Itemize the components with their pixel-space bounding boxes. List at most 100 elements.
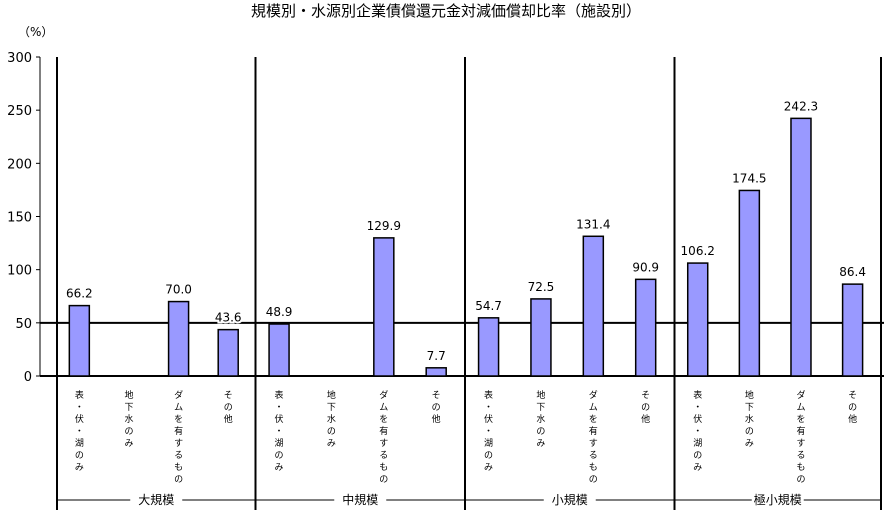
category-label-char: み <box>124 438 133 449</box>
category-label-char: ム <box>589 402 598 413</box>
category-label-char: み <box>745 438 754 449</box>
category-label-char: 他 <box>848 413 857 425</box>
category-label-char: 伏 <box>75 413 84 425</box>
category-label-char: 他 <box>224 413 233 425</box>
bar <box>68 304 91 377</box>
y-axis-unit: （%） <box>18 25 53 39</box>
data-label: 86.4 <box>839 265 866 279</box>
category-label-char: 有 <box>174 425 183 437</box>
category-label-char: ・ <box>75 427 84 437</box>
category-label-char: ・ <box>75 403 84 413</box>
category-label-char: 湖 <box>693 438 702 449</box>
category-label-char: 有 <box>589 425 598 437</box>
data-label: 43.6 <box>215 311 242 325</box>
category-label-char: 表 <box>75 389 84 401</box>
category-label-char: す <box>589 438 598 449</box>
category-label-char: を <box>796 414 805 425</box>
category-label-char: の <box>848 403 857 413</box>
bar <box>425 367 447 377</box>
category-label-char: す <box>796 438 805 449</box>
category-label-char: ム <box>796 402 805 413</box>
category-label-char: み <box>75 462 84 473</box>
data-label: 72.5 <box>528 280 555 294</box>
category-label-char: そ <box>641 390 650 401</box>
category-label-char: 表 <box>275 389 284 401</box>
category-label-char: 有 <box>796 425 805 437</box>
bar <box>268 323 290 377</box>
category-label-char: す <box>379 438 388 449</box>
data-label: 174.5 <box>732 171 766 185</box>
category-label-char: 地 <box>536 389 545 401</box>
category-label-char: の <box>693 451 702 461</box>
group-label: 小規模 <box>552 492 588 507</box>
category-label-char: 地 <box>327 389 336 401</box>
category-label-char: 他 <box>432 413 441 425</box>
category-label-char: ・ <box>275 427 284 437</box>
category-label-char: 湖 <box>75 438 84 449</box>
category-label-char: そ <box>224 390 233 401</box>
category-label-char: ダ <box>589 389 598 401</box>
category-label-char: の <box>536 427 545 437</box>
category-label-char: ム <box>174 402 183 413</box>
data-label: 70.0 <box>165 283 192 297</box>
category-label-char: 表 <box>484 389 493 401</box>
group-label: 大規模 <box>138 492 174 507</box>
category-label-char: そ <box>848 390 857 401</box>
category-label-char: 下 <box>327 403 336 413</box>
category-label-char: の <box>379 475 388 485</box>
bar <box>686 262 709 377</box>
category-label-char: そ <box>432 390 441 401</box>
bar <box>841 283 864 377</box>
category-label-char: を <box>174 414 183 425</box>
category-label-char: る <box>174 450 183 461</box>
category-label-char: 水 <box>327 413 336 425</box>
data-label: 106.2 <box>681 244 715 258</box>
data-label: 54.7 <box>475 299 502 313</box>
data-label: 131.4 <box>576 217 610 231</box>
data-label: 48.9 <box>266 305 293 319</box>
plot-area: 05010015020025030066.2表・伏・湖のみ地下水のみ70.0ダム… <box>7 51 884 510</box>
bar <box>790 117 812 377</box>
category-label-char: 伏 <box>484 413 493 425</box>
bar <box>373 237 395 377</box>
y-tick-label: 250 <box>7 104 32 119</box>
y-tick-label: 0 <box>24 370 32 385</box>
category-label-char: 地 <box>124 389 133 401</box>
category-label-char: の <box>484 451 493 461</box>
category-label-char: み <box>275 462 284 473</box>
category-label-char: も <box>589 462 598 473</box>
category-label-char: も <box>379 462 388 473</box>
category-label-char: 下 <box>124 403 133 413</box>
bar <box>167 300 190 377</box>
category-label-char: の <box>745 427 754 437</box>
category-label-char: の <box>641 403 650 413</box>
category-label-char: の <box>432 403 441 413</box>
category-label-char: み <box>484 462 493 473</box>
category-label-char: 地 <box>745 389 754 401</box>
data-label: 129.9 <box>367 219 401 233</box>
category-label-char: の <box>275 451 284 461</box>
category-label-char: る <box>589 450 598 461</box>
category-label-char: の <box>124 427 133 437</box>
category-label-char: 伏 <box>693 413 702 425</box>
group-label: 極小規模 <box>754 492 802 507</box>
y-tick-label: 200 <box>7 157 32 172</box>
category-label-char: 水 <box>745 413 754 425</box>
category-label-char: ・ <box>693 427 702 437</box>
category-label-char: 有 <box>379 425 388 437</box>
bar <box>217 328 239 377</box>
data-label: 242.3 <box>784 99 818 113</box>
category-label-char: ・ <box>484 403 493 413</box>
category-label-char: ム <box>379 402 388 413</box>
category-label-char: の <box>224 403 233 413</box>
category-label-char: る <box>379 450 388 461</box>
category-label-char: す <box>174 438 183 449</box>
group-label: 中規模 <box>342 492 378 507</box>
category-label-char: ダ <box>379 389 388 401</box>
category-label-char: み <box>693 462 702 473</box>
category-label-char: ダ <box>174 389 183 401</box>
category-label-char: の <box>589 475 598 485</box>
y-tick-label: 100 <box>7 264 32 279</box>
category-label-char: の <box>796 475 805 485</box>
